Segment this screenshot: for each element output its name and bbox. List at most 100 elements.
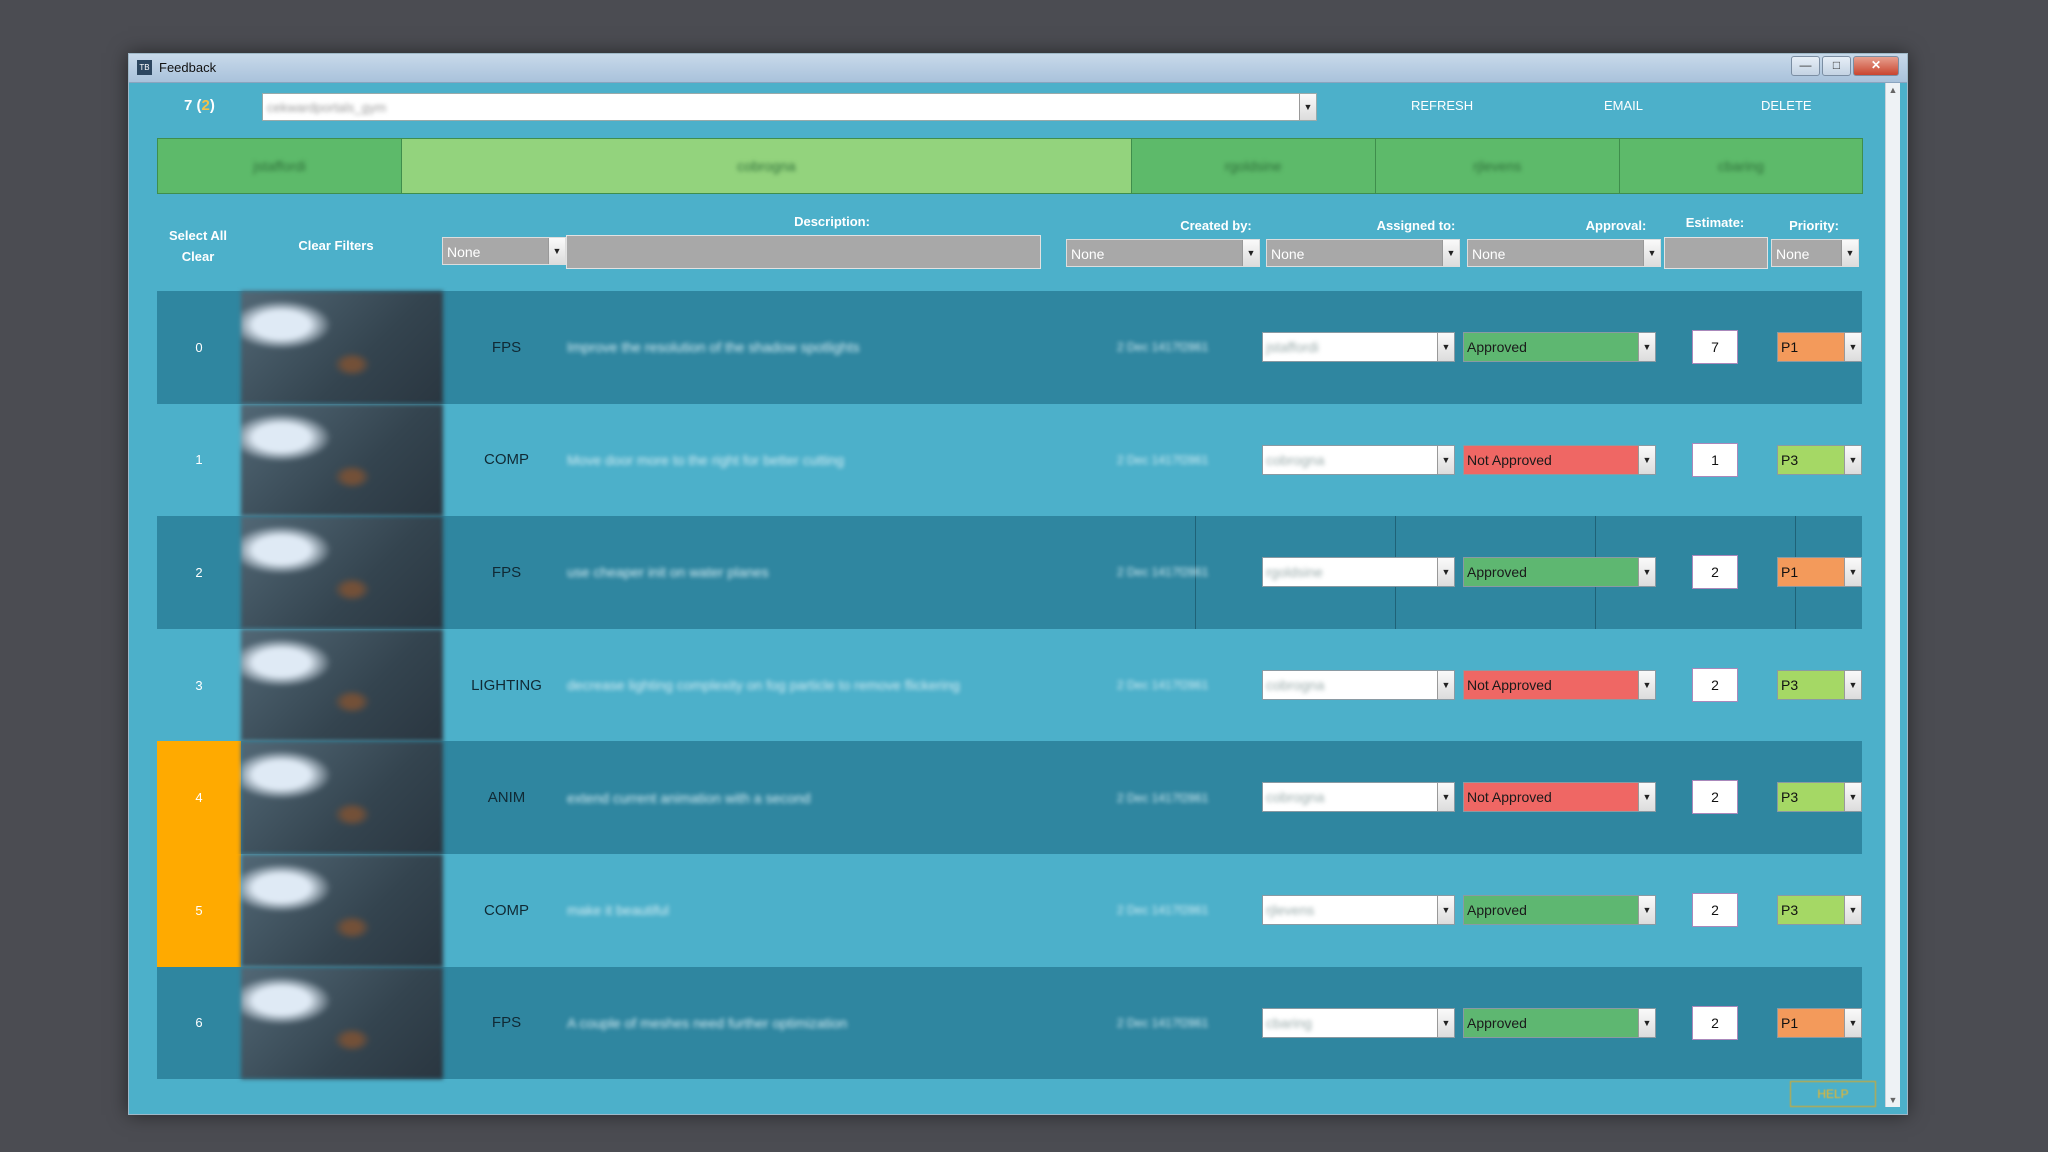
row-index[interactable]: 4 [157,741,241,854]
chevron-down-icon[interactable]: ▼ [1638,1008,1655,1037]
row-index[interactable]: 6 [195,1015,203,1031]
chevron-down-icon[interactable]: ▼ [1844,558,1861,587]
user-tab[interactable]: cbaring [1619,139,1862,193]
user-tab[interactable]: rgoldsine [1131,139,1376,193]
thumbnail[interactable] [241,516,443,629]
estimate-input[interactable]: 2 [1692,892,1738,927]
chevron-down-icon[interactable]: ▼ [1437,445,1454,474]
estimate-input[interactable]: 7 [1692,330,1738,364]
chevron-down-icon[interactable]: ▼ [1841,240,1858,266]
estimate-input[interactable]: 1 [1692,442,1738,477]
chevron-down-icon[interactable]: ▼ [1844,445,1861,474]
scroll-up-icon[interactable]: ▲ [1888,85,1898,95]
chevron-down-icon[interactable]: ▼ [1844,1008,1861,1037]
thumbnail[interactable] [241,966,443,1080]
minimize-button[interactable]: — [1791,56,1820,76]
project-select[interactable]: cekwardportals_gym ▼ [262,93,1317,121]
close-button[interactable]: ✕ [1853,56,1899,76]
estimate-input[interactable]: 2 [1692,780,1738,815]
row-description[interactable]: extend current animation with a second [567,789,811,806]
thumbnail[interactable] [241,403,443,517]
user-tab[interactable]: cobrogna [402,139,1132,193]
chevron-down-icon[interactable]: ▼ [1242,240,1259,266]
description-filter-input[interactable] [566,235,1041,269]
approval-select[interactable]: Approved ▼ [1463,1007,1656,1038]
priority-filter[interactable]: None ▼ [1771,239,1859,267]
clear-filters-button[interactable]: Clear Filters [298,238,374,253]
chevron-down-icon[interactable]: ▼ [1638,783,1655,812]
priority-select[interactable]: P1 ▼ [1777,557,1862,588]
chevron-down-icon[interactable]: ▼ [1437,895,1454,924]
priority-select[interactable]: P3 ▼ [1777,444,1862,475]
chevron-down-icon[interactable]: ▼ [1638,670,1655,699]
approval-select[interactable]: Not Approved ▼ [1463,782,1656,813]
chevron-down-icon[interactable]: ▼ [1844,895,1861,924]
estimate-input[interactable]: 2 [1692,1005,1738,1040]
priority-select[interactable]: P1 ▼ [1777,1007,1862,1038]
chevron-down-icon[interactable]: ▼ [1299,94,1316,120]
row-index[interactable]: 2 [195,564,203,580]
row-description[interactable]: decrease lighting complexity on fog part… [567,677,960,694]
maximize-button[interactable]: □ [1822,56,1851,76]
thumbnail[interactable] [241,628,443,742]
row-index[interactable]: 3 [195,677,203,693]
assigned-to-filter[interactable]: None ▼ [1266,239,1460,267]
table-row[interactable]: 5 COMP make it beautiful 2 Dec 1417f2861… [157,853,1862,967]
chevron-down-icon[interactable]: ▼ [1437,670,1454,699]
chevron-down-icon[interactable]: ▼ [1844,783,1861,812]
chevron-down-icon[interactable]: ▼ [1437,558,1454,587]
chevron-down-icon[interactable]: ▼ [1638,445,1655,474]
scroll-down-icon[interactable]: ▼ [1888,1095,1898,1105]
chevron-down-icon[interactable]: ▼ [1437,333,1454,361]
thumbnail[interactable] [241,853,443,967]
approval-select[interactable]: Approved ▼ [1463,557,1656,588]
created-by-filter[interactable]: None ▼ [1066,239,1260,267]
approval-select[interactable]: Not Approved ▼ [1463,444,1656,475]
chevron-down-icon[interactable]: ▼ [1437,783,1454,812]
row-description[interactable]: Improve the resolution of the shadow spo… [567,339,860,356]
delete-button[interactable]: DELETE [1761,98,1812,113]
assigned-to-select[interactable]: rjlevens ▼ [1262,894,1455,925]
assigned-to-select[interactable]: jstaffordi ▼ [1262,332,1455,362]
table-row[interactable]: 0 FPS Improve the resolution of the shad… [157,291,1862,404]
row-index[interactable]: 0 [195,339,203,355]
row-description[interactable]: make it beautiful [567,902,669,919]
chevron-down-icon[interactable]: ▼ [1437,1008,1454,1037]
table-row[interactable]: 4 ANIM extend current animation with a s… [157,741,1862,854]
table-row[interactable]: 6 FPS A couple of meshes need further op… [157,966,1862,1080]
email-button[interactable]: EMAIL [1604,98,1644,113]
thumbnail[interactable] [241,741,443,854]
estimate-input[interactable]: 2 [1692,555,1738,590]
assigned-to-select[interactable]: cbaring ▼ [1262,1007,1455,1038]
table-row[interactable]: 1 COMP Move door more to the right for b… [157,403,1862,517]
priority-select[interactable]: P3 ▼ [1777,782,1862,813]
priority-select[interactable]: P3 ▼ [1777,894,1862,925]
assigned-to-select[interactable]: cobrogna ▼ [1262,669,1455,700]
row-description[interactable]: A couple of meshes need further optimiza… [567,1014,848,1031]
approval-select[interactable]: Approved ▼ [1463,894,1656,925]
table-row[interactable]: 2 FPS use cheaper init on water planes 2… [157,516,1862,629]
dept-filter[interactable]: None ▼ [442,237,566,265]
chevron-down-icon[interactable]: ▼ [548,238,565,264]
chevron-down-icon[interactable]: ▼ [1844,670,1861,699]
chevron-down-icon[interactable]: ▼ [1442,240,1459,266]
chevron-down-icon[interactable]: ▼ [1638,558,1655,587]
thumbnail[interactable] [241,291,443,404]
assigned-to-select[interactable]: cobrogna ▼ [1262,444,1455,475]
priority-select[interactable]: P3 ▼ [1777,669,1862,700]
refresh-button[interactable]: REFRESH [1411,98,1474,113]
chevron-down-icon[interactable]: ▼ [1638,333,1655,361]
select-all-button[interactable]: Select All [168,228,228,243]
approval-filter[interactable]: None ▼ [1467,239,1661,267]
row-description[interactable]: Move door more to the right for better c… [567,451,845,468]
assigned-to-select[interactable]: cobrogna ▼ [1262,782,1455,813]
estimate-input[interactable]: 2 [1692,667,1738,702]
assigned-to-select[interactable]: rgoldsine ▼ [1262,557,1455,588]
chevron-down-icon[interactable]: ▼ [1643,240,1660,266]
title-bar[interactable]: TB Feedback — □ ✕ [129,54,1907,83]
table-row[interactable]: 3 LIGHTING decrease lighting complexity … [157,628,1862,742]
clear-button[interactable]: Clear [181,249,215,264]
user-tab[interactable]: jstaffordi [158,139,403,193]
estimate-filter-input[interactable] [1664,237,1768,269]
approval-select[interactable]: Not Approved ▼ [1463,669,1656,700]
